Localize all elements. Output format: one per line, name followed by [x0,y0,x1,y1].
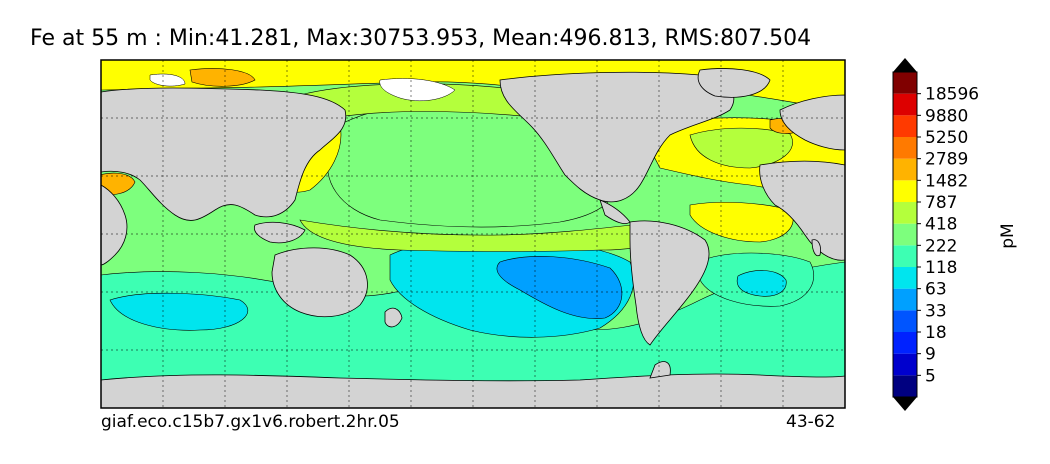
land-indonesia [253,221,306,244]
atlantic-equatorial-yellow [689,201,794,243]
colorbar-cell [893,310,917,332]
colorbar-frame [892,71,918,398]
colorbar-cell [893,375,917,397]
land-south-america [629,220,710,346]
land [101,68,845,408]
colorbar-tick-label: 2789 [925,150,968,170]
colorbar-cell [893,332,917,354]
colorbar-tick-label: 33 [925,301,947,321]
colorbar-tick-label: 418 [925,215,957,235]
land-new-zealand [384,307,403,328]
colorbar-cell [893,202,917,224]
colorbar-tick-label: 18596 [925,85,979,105]
colorbar: 5918336311822241878714822789525098801859… [892,58,979,411]
map-panel [101,60,845,408]
colorbar-extend-max [893,58,917,72]
colorbar-unit-label: pM [998,223,1018,248]
colorbar-tick-label: 118 [925,258,957,278]
arctic-missing-data-2 [149,73,186,87]
graticule [101,60,845,408]
colorbar-cell [893,158,917,181]
colorbar-tick-label: 63 [925,280,947,300]
land-africa-west [101,184,128,266]
colorbar-tick-label: 9880 [925,106,968,126]
colorbar-cell [893,115,917,137]
land-australia [271,247,368,318]
indian-ocean-cyan [109,292,249,331]
case-name: giaf.eco.c15b7.gx1v6.robert.2hr.05 [101,412,400,432]
colorbar-tick-label: 787 [925,193,957,213]
south-atlantic-cyan-inner [736,270,787,297]
colorbar-cell [893,223,917,246]
colorbar-cell [893,353,917,376]
north-atlantic-green-core [689,127,793,169]
colorbar-tick-label: 5250 [925,128,968,148]
land-madagascar [811,239,821,257]
arctic-missing-data [379,78,456,101]
south-pacific-blue-core [496,256,623,319]
land-africa-east [759,160,845,261]
land-north-america [499,71,735,203]
map-frame [100,59,846,409]
colorbar-extend-min [893,397,917,411]
colorbar-cell [893,93,917,116]
colorbar-cell [893,137,917,159]
colorbar-cell [893,180,917,202]
colorbar-cell [893,245,917,267]
colorbar-tick-label: 9 [925,345,936,365]
colorbar-tick-label: 222 [925,236,957,256]
colorbar-cell [893,267,917,289]
land-europe [779,94,845,151]
land-antarctic-peninsula [649,361,671,379]
colorbar-cell [893,72,917,94]
colorbar-tick-label: 5 [925,366,936,386]
colorbar-tick-label: 1482 [925,171,968,191]
land-eurasia [101,87,347,221]
land-greenland [697,68,771,98]
colorbar-tick-label: 18 [925,323,947,343]
colorbar-cell [893,288,917,311]
year-range: 43-62 [786,412,836,432]
arctic-orange-1 [189,68,256,87]
figure-title: Fe at 55 m : Min:41.281, Max:30753.953, … [30,26,812,51]
